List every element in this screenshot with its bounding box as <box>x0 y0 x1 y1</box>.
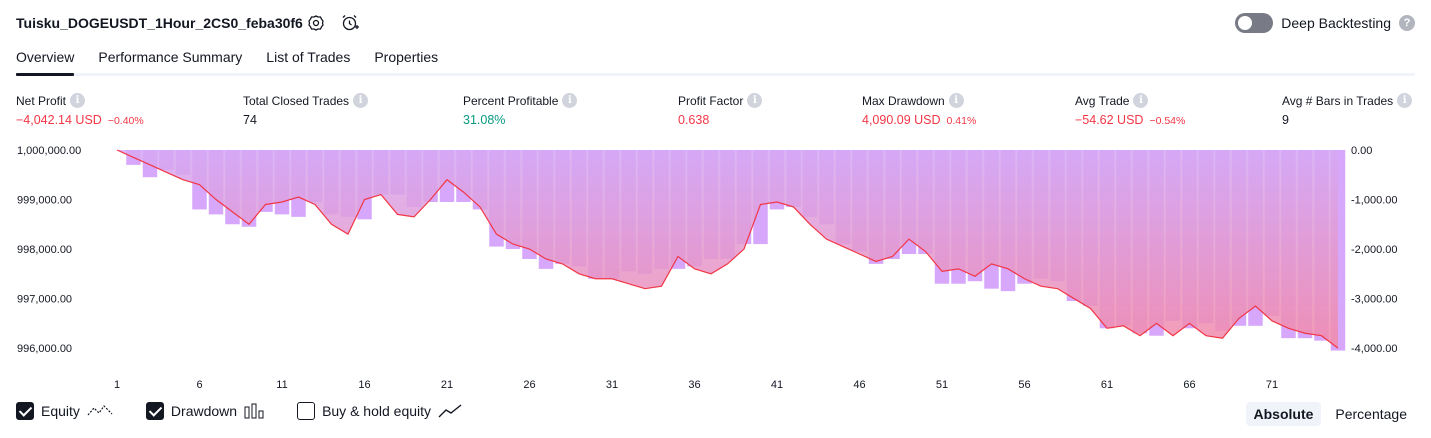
metric-value: 31.08% <box>463 113 506 127</box>
x-axis-tick-label: 31 <box>606 379 618 391</box>
left-axis-tick-label: 996,000.00 <box>17 343 72 355</box>
x-axis-tick-label: 1 <box>114 379 120 391</box>
metric-label: Avg Trade <box>1075 93 1130 108</box>
x-axis-tick-label: 11 <box>276 379 287 391</box>
equity-checkbox[interactable] <box>16 402 34 420</box>
metric-percent: −0.40% <box>107 115 144 127</box>
metric-value: 74 <box>243 113 257 127</box>
report-tabs: Overview Performance Summary List of Tra… <box>16 46 438 76</box>
x-axis-tick-label: 21 <box>441 379 453 391</box>
right-axis-tick-label: 0.00 <box>1351 145 1372 157</box>
deep-backtesting-label: Deep Backtesting <box>1281 15 1391 31</box>
legend-buy-hold-label: Buy & hold equity <box>322 403 432 419</box>
help-icon[interactable]: ? <box>1399 15 1415 31</box>
metric-value: −4,042.14 USD <box>16 113 102 127</box>
right-axis-tick-label: -3,000.00 <box>1351 294 1397 306</box>
metric-label: Avg # Bars in Trades <box>1282 93 1394 108</box>
metric-net-profit: Net Profit i −4,042.14 USD −0.40% <box>16 93 144 127</box>
legend-equity[interactable]: Equity <box>16 402 113 420</box>
x-axis-tick-label: 51 <box>936 379 948 391</box>
info-icon[interactable]: i <box>948 93 964 108</box>
deep-backtesting-control: Deep Backtesting ? <box>1235 13 1415 33</box>
legend-drawdown[interactable]: Drawdown <box>145 402 264 420</box>
equity-line <box>116 149 1339 349</box>
x-axis-tick-label: 36 <box>688 379 700 391</box>
x-axis-tick-label: 71 <box>1266 379 1278 391</box>
metric-max-drawdown: Max Drawdown i 4,090.09 USD 0.41% <box>862 93 976 127</box>
metric-value: 0.638 <box>678 113 710 127</box>
right-axis-tick-label: -2,000.00 <box>1351 244 1397 256</box>
add-alert-icon[interactable] <box>340 13 360 33</box>
settings-gear-icon[interactable] <box>306 13 326 33</box>
drawdown-checkbox[interactable] <box>145 402 164 420</box>
metric-label: Total Closed Trades <box>243 93 350 108</box>
deep-backtesting-toggle[interactable] <box>1235 13 1274 33</box>
metric-percent: 0.41% <box>946 115 977 127</box>
x-axis-tick-label: 61 <box>1101 379 1113 391</box>
equity-line-icon <box>87 405 113 416</box>
info-icon[interactable]: i <box>747 93 763 108</box>
x-axis-tick-label: 66 <box>1183 379 1195 391</box>
tab-list-of-trades[interactable]: List of Trades <box>266 49 351 65</box>
metric-label: Max Drawdown <box>862 93 945 108</box>
metric-label: Profit Factor <box>678 93 744 108</box>
buy-hold-checkbox[interactable] <box>297 402 316 420</box>
metric-label: Percent Profitable <box>463 93 559 108</box>
info-icon[interactable]: i <box>70 93 86 108</box>
metric-percent: −0.54% <box>1149 115 1186 127</box>
metric-value: 4,090.09 USD <box>862 113 941 127</box>
metric-avg-bars-in-trades: Avg # Bars in Trades i 9 <box>1282 93 1413 127</box>
left-axis-tick-label: 998,000.00 <box>17 244 72 256</box>
x-axis-tick-label: 56 <box>1018 379 1030 391</box>
x-axis-tick-label: 6 <box>196 379 202 391</box>
strategy-title: Tuisku_DOGEUSDT_1Hour_2CS0_feba30f6 <box>16 15 303 31</box>
strategy-header: Tuisku_DOGEUSDT_1Hour_2CS0_feba30f6 Deep… <box>0 0 1431 44</box>
legend-drawdown-label: Drawdown <box>170 403 238 419</box>
drawdown-bars-icon <box>244 403 264 419</box>
metric-total-closed-trades: Total Closed Trades i 74 <box>243 93 369 127</box>
metric-profit-factor: Profit Factor i 0.638 <box>678 93 763 127</box>
metric-avg-trade: Avg Trade i −54.62 USD −0.54% <box>1075 93 1185 127</box>
info-icon[interactable]: i <box>353 93 369 108</box>
info-icon[interactable]: i <box>1397 93 1413 108</box>
x-axis-tick-label: 41 <box>771 379 783 391</box>
metric-value: −54.62 USD <box>1075 113 1144 127</box>
tab-overview[interactable]: Overview <box>16 46 75 76</box>
x-axis-tick-label: 46 <box>853 379 865 391</box>
x-axis-tick-label: 26 <box>523 379 535 391</box>
info-icon[interactable]: i <box>1133 93 1149 108</box>
legend-equity-label: Equity <box>41 403 80 419</box>
left-axis-tick-label: 999,000.00 <box>17 195 72 207</box>
chart-legend: Equity Drawdown Buy & hold equity <box>16 402 495 420</box>
left-axis-tick-label: 997,000.00 <box>17 294 72 306</box>
tab-properties[interactable]: Properties <box>374 49 439 65</box>
x-axis-tick-label: 16 <box>358 379 370 391</box>
scale-mode-switch: Absolute Percentage <box>1245 402 1416 426</box>
tabs-divider <box>16 73 1415 76</box>
tab-performance-summary[interactable]: Performance Summary <box>98 49 243 65</box>
right-axis-tick-label: -1,000.00 <box>1351 195 1397 207</box>
equity-drawdown-chart[interactable]: 1,000,000.00 999,000.00 998,000.00 997,000.… <box>0 140 1431 396</box>
equity-area <box>117 150 1338 349</box>
left-axis-tick-label: 1,000,000.00 <box>17 145 81 157</box>
right-axis-tick-label: -4,000.00 <box>1351 343 1397 355</box>
legend-buy-hold[interactable]: Buy & hold equity <box>297 402 462 420</box>
info-icon[interactable]: i <box>562 93 578 108</box>
absolute-button[interactable]: Absolute <box>1245 402 1322 426</box>
metric-value: 9 <box>1282 113 1289 127</box>
buy-hold-line-icon <box>438 404 462 418</box>
metric-label: Net Profit <box>16 93 67 108</box>
metric-percent-profitable: Percent Profitable i 31.08% <box>463 93 578 127</box>
percentage-button[interactable]: Percentage <box>1335 406 1407 422</box>
